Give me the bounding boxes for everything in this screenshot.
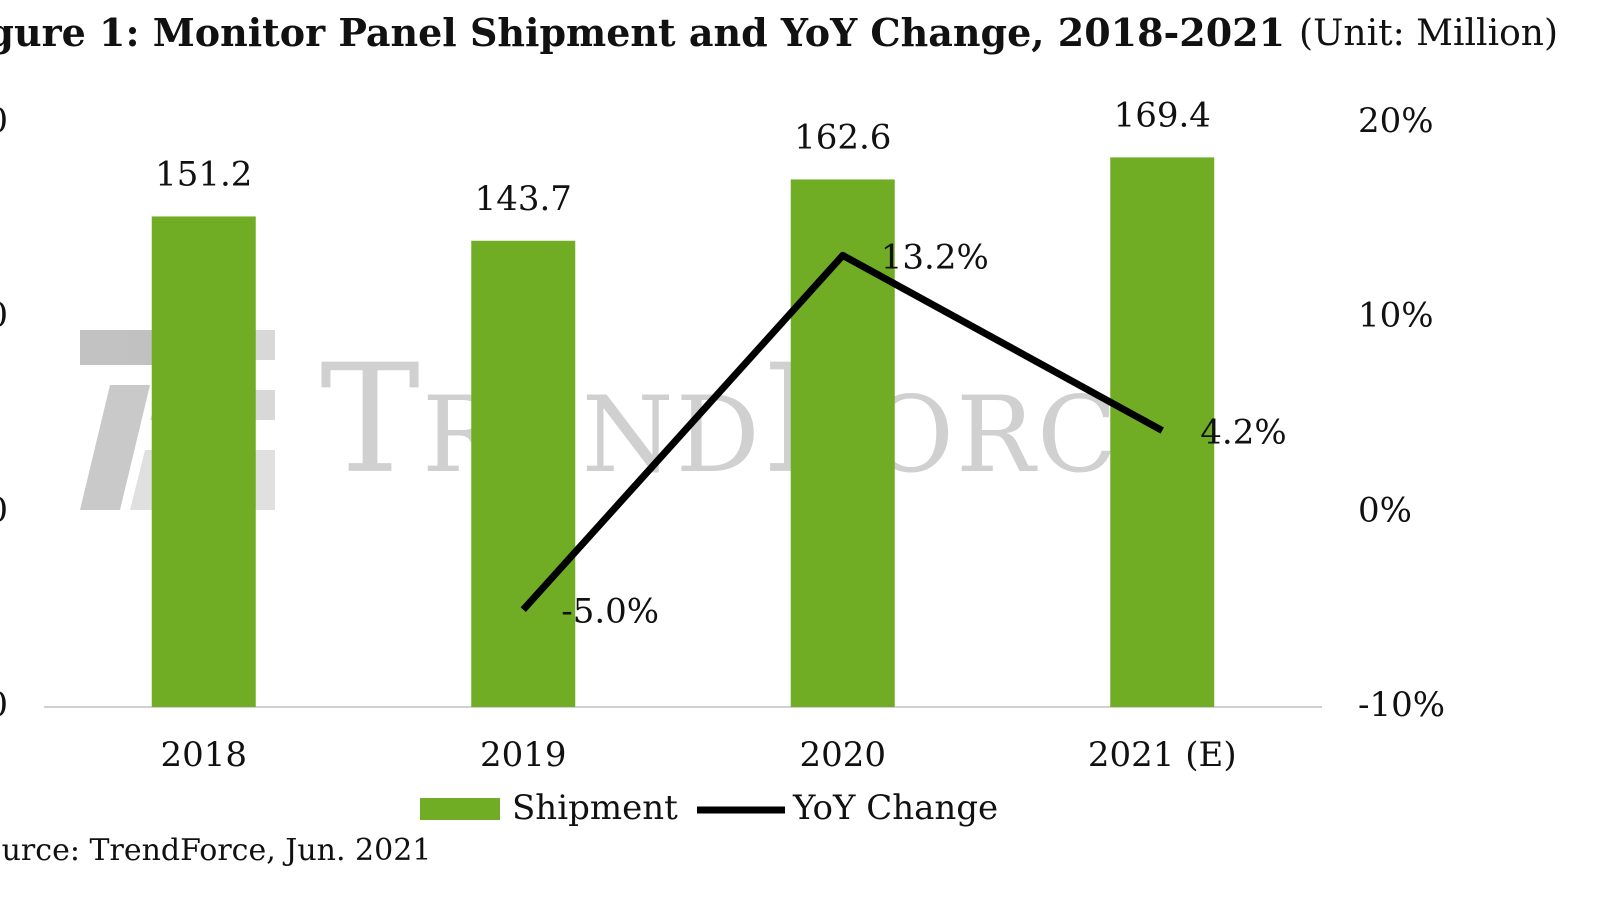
data-label: 143.7 xyxy=(475,179,572,219)
x-tick-label: 2019 xyxy=(480,735,567,775)
data-label: 13.2% xyxy=(881,237,989,277)
y-tick-label: 0 xyxy=(0,685,8,725)
data-label: -5.0% xyxy=(561,592,659,632)
x-tick-label: 2021 (E) xyxy=(1088,735,1237,775)
y-tick-label: 60 xyxy=(0,490,8,530)
data-label: 151.2 xyxy=(155,154,252,194)
bar xyxy=(1110,157,1215,707)
data-label: 162.6 xyxy=(794,117,891,157)
x-tick-label: 2020 xyxy=(799,735,886,775)
legend-label: YoY Change xyxy=(792,788,998,828)
line xyxy=(520,251,1164,613)
legend-swatch xyxy=(420,798,500,820)
y-tick-label: 180 xyxy=(0,101,8,141)
y2-tick-label: -10% xyxy=(1358,685,1445,725)
data-label: 4.2% xyxy=(1200,413,1286,453)
bar xyxy=(790,179,895,707)
watermark-text: TrendForce xyxy=(320,333,1198,507)
data-label: 169.4 xyxy=(1114,95,1211,135)
y2-tick-label: 20% xyxy=(1358,101,1434,141)
bar xyxy=(151,216,256,707)
y2-tick-label: 10% xyxy=(1358,296,1434,336)
subtitle: (Unit: Million) xyxy=(1299,13,1558,54)
bar xyxy=(471,240,576,708)
watermark-logo xyxy=(80,385,150,510)
title: Figure 1: Monitor Panel Shipment and YoY… xyxy=(0,10,1285,55)
x-tick-label: 2018 xyxy=(160,735,247,775)
chart-title: Figure 1: Monitor Panel Shipment and YoY… xyxy=(0,10,1558,55)
legend-label: Shipment xyxy=(512,788,678,828)
y-tick-label: 120 xyxy=(0,296,8,336)
y2-tick-label: 0% xyxy=(1358,490,1412,530)
source: Source: TrendForce, Jun. 2021 xyxy=(0,833,431,868)
